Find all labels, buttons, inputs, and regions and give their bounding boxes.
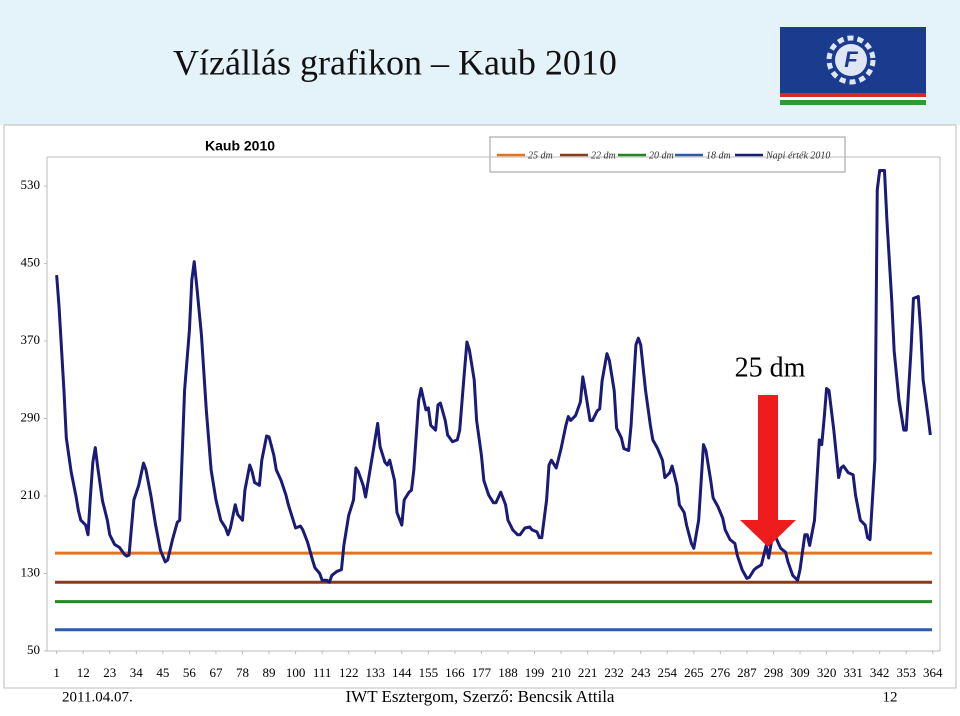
arrow-shaft	[758, 395, 778, 520]
legend-label: 18 dm	[706, 150, 731, 161]
legend-label: 25 dm	[528, 150, 553, 161]
logo: F	[780, 27, 926, 105]
x-tick-label: 1	[53, 665, 60, 680]
x-tick-label: 254	[658, 665, 678, 680]
x-tick-label: 155	[419, 665, 439, 680]
logo-stripe	[780, 93, 926, 97]
legend	[489, 136, 846, 173]
x-tick-label: 111	[313, 665, 332, 680]
x-tick-label: 364	[923, 665, 943, 680]
legend-label: Napi érték 2010	[765, 150, 830, 161]
x-tick-label: 331	[843, 665, 863, 680]
legend-label: 20 dm	[649, 150, 674, 161]
x-tick-label: 78	[236, 665, 249, 680]
y-tick-label: 450	[21, 255, 41, 270]
x-tick-label: 199	[525, 665, 545, 680]
x-tick-label: 56	[183, 665, 197, 680]
x-tick-label: 276	[711, 665, 731, 680]
chart-title: Kaub 2010	[205, 138, 275, 154]
x-tick-label: 45	[156, 665, 169, 680]
annotation: 25 dm	[735, 352, 806, 383]
y-tick-label: 370	[21, 332, 41, 347]
logo-wheel	[826, 35, 876, 85]
x-tick-label: 265	[684, 665, 704, 680]
x-tick-label: 89	[263, 665, 276, 680]
x-tick-label: 34	[130, 665, 144, 680]
arrow-head	[740, 520, 796, 547]
x-tick-label: 342	[870, 665, 890, 680]
x-tick-label: 100	[286, 665, 306, 680]
x-tick-label: 133	[365, 665, 385, 680]
y-tick-label: 210	[21, 487, 41, 502]
plot: 50 130 210 290 370 450 530 1 12 23 34 45 56 67 78 89 100…	[21, 156, 943, 680]
y-tick-label: 50	[27, 642, 40, 657]
logo-hub	[835, 44, 867, 76]
logo-stripe	[780, 100, 926, 105]
x-tick-label: 23	[103, 665, 116, 680]
x-tick-label: 221	[578, 665, 598, 680]
x-tick-label: 122	[339, 665, 359, 680]
y-tick-label: 290	[21, 410, 41, 425]
data-line	[55, 169, 932, 584]
x-tick-label: 210	[551, 665, 571, 680]
footer-date: 2011.04.07.	[62, 689, 133, 705]
x-tick-label: 177	[472, 665, 492, 680]
x-tick-label: 188	[498, 665, 518, 680]
x-tick-label: 298	[764, 665, 784, 680]
x-tick-label: 353	[896, 665, 916, 680]
legend-label: 22 dm	[591, 150, 616, 161]
logo-letter: F	[844, 47, 858, 72]
footer-author: IWT Esztergom, Szerző: Bencsik Attila	[346, 687, 615, 706]
y-tick-label: 130	[21, 564, 41, 579]
x-tick-label: 287	[737, 665, 757, 680]
logo-stripe	[780, 97, 926, 100]
x-tick-label: 243	[631, 665, 651, 680]
x-tick-label: 12	[77, 665, 90, 680]
x-tick-label: 67	[209, 665, 223, 680]
slide-title: Vízállás grafikon – Kaub 2010	[173, 42, 617, 82]
x-tick-label: 166	[445, 665, 465, 680]
y-tick-label: 530	[21, 177, 41, 192]
chart-panel	[3, 124, 957, 689]
x-tick-label: 309	[790, 665, 810, 680]
footer-page: 12	[883, 689, 898, 705]
x-tick-label: 232	[604, 665, 624, 680]
x-tick-label: 144	[392, 665, 412, 680]
x-tick-label: 320	[817, 665, 837, 680]
